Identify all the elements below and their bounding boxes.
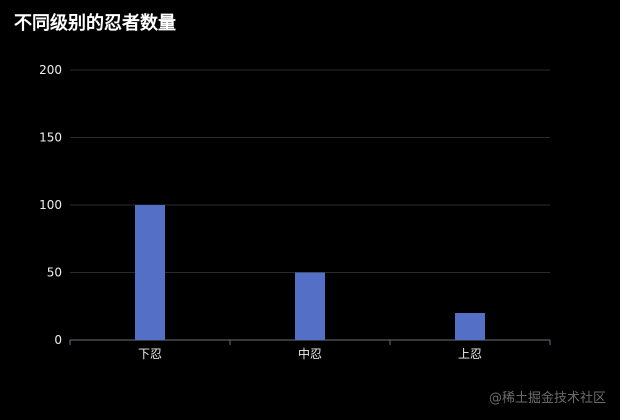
y-tick-label: 100 [39,198,62,212]
x-tick-label: 中忍 [298,346,322,361]
watermark: @稀土掘金技术社区 [488,391,606,406]
y-tick-label: 50 [47,266,62,280]
chart-title: 不同级别的忍者数量 [14,13,176,34]
y-tick-label: 200 [39,63,62,77]
y-tick-label: 0 [54,333,62,347]
x-tick-label: 下忍 [138,347,162,361]
x-tick-label: 上忍 [458,347,482,361]
bar-2 [295,272,325,340]
bar-1 [135,205,165,340]
y-tick-label: 150 [39,131,62,145]
bar-3 [455,313,485,340]
